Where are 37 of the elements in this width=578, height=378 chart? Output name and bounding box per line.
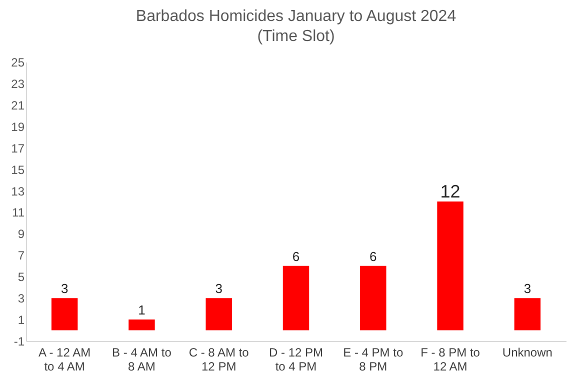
y-tick-label: 1 — [18, 313, 25, 328]
y-tick-label: 3 — [18, 292, 25, 306]
x-tick-label: D - 12 PM to 4 PM — [268, 346, 324, 374]
data-label: 3 — [215, 281, 222, 296]
chart-title: Barbados Homicides January to August 2024 — [136, 8, 456, 25]
y-tick-label: 19 — [11, 120, 25, 134]
x-tick-label: C - 8 AM to 12 PM — [188, 346, 250, 374]
x-tick-label: A - 12 AM to 4 AM — [38, 346, 91, 374]
x-tick-label: E - 4 PM to 8 PM — [343, 346, 404, 374]
y-tick-label: 7 — [18, 248, 25, 263]
y-tick-label: 25 — [11, 56, 25, 70]
x-tick-label: B - 4 AM to 8 AM — [112, 346, 172, 374]
x-tick-label: F - 8 PM to 12 AM — [420, 346, 480, 374]
data-label: 3 — [60, 281, 68, 296]
chart-subtitle: (Time Slot) — [257, 28, 335, 45]
y-tick-label: 11 — [12, 206, 25, 220]
bar — [514, 298, 541, 330]
y-tick-label: 17 — [11, 141, 25, 156]
y-tick-label: 9 — [18, 227, 25, 242]
data-label: 12 — [440, 182, 460, 202]
y-tick-label: -1 — [14, 334, 25, 348]
y-tick-label: 23 — [11, 76, 25, 91]
bar — [206, 298, 232, 330]
data-label: 1 — [138, 302, 146, 318]
y-tick-label: 21 — [11, 98, 25, 112]
data-label: 6 — [370, 248, 377, 264]
y-tick-label: 13 — [11, 184, 25, 198]
bar — [51, 298, 78, 330]
y-tick-label: 5 — [18, 270, 25, 284]
data-label: 3 — [524, 281, 532, 296]
y-tick-label: 15 — [11, 162, 25, 177]
data-label: 6 — [292, 248, 300, 264]
bar — [437, 202, 464, 330]
bar — [282, 266, 310, 330]
bar — [360, 266, 386, 330]
x-tick-label: Unknown — [502, 346, 552, 360]
bar — [128, 320, 155, 330]
